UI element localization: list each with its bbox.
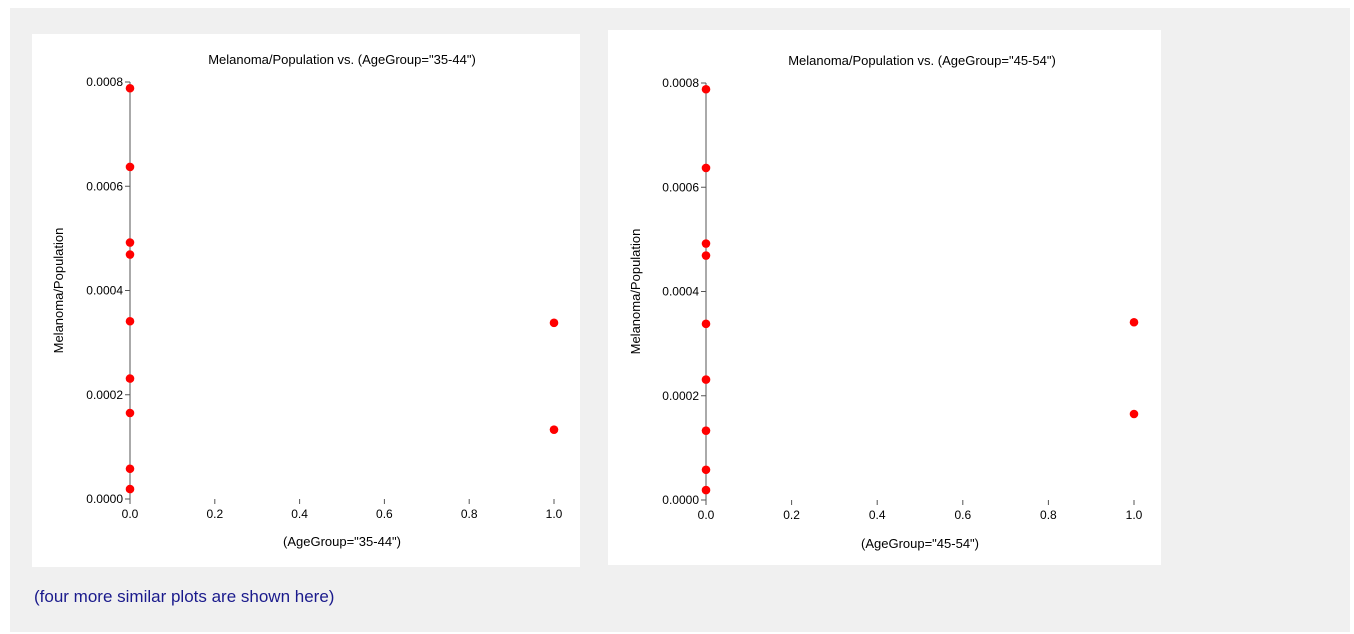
y-tick-label: 0.0002 xyxy=(662,389,699,403)
data-point xyxy=(1129,409,1139,419)
data-point xyxy=(701,319,711,329)
x-tick-label: 0.8 xyxy=(1040,508,1057,522)
y-tick-label: 0.0006 xyxy=(662,180,699,194)
data-point xyxy=(701,465,711,475)
data-point xyxy=(125,316,135,326)
x-axis-label: (AgeGroup="45-54") xyxy=(861,536,979,551)
y-tick-label: 0.0008 xyxy=(86,75,123,89)
y-tick-label: 0.0008 xyxy=(662,76,699,90)
y-tick-label: 0.0006 xyxy=(86,179,123,193)
x-axis-label: (AgeGroup="35-44") xyxy=(283,534,401,549)
data-point xyxy=(549,318,559,328)
x-tick-label: 0.2 xyxy=(783,508,800,522)
chart-title: Melanoma/Population vs. (AgeGroup="45-54… xyxy=(788,53,1056,68)
y-tick-label: 0.0000 xyxy=(662,493,699,507)
y-tick-label: 0.0004 xyxy=(662,285,699,299)
data-point xyxy=(701,84,711,94)
x-tick-label: 0.8 xyxy=(461,507,478,521)
x-tick-label: 0.6 xyxy=(376,507,393,521)
scatter-chart-45-54: Melanoma/Population vs. (AgeGroup="45-54… xyxy=(628,53,1143,551)
scatter-plot-45-54: Melanoma/Population vs. (AgeGroup="45-54… xyxy=(608,30,1161,565)
data-point xyxy=(125,162,135,172)
y-axis-label: Melanoma/Population xyxy=(51,228,66,354)
y-tick-label: 0.0002 xyxy=(86,388,123,402)
data-point xyxy=(549,425,559,434)
data-point xyxy=(701,163,711,173)
data-point xyxy=(1129,317,1139,327)
data-point xyxy=(125,83,135,93)
data-point xyxy=(701,375,711,384)
data-point xyxy=(125,464,135,474)
data-point xyxy=(125,484,135,494)
scatter-plot-35-44: Melanoma/Population vs. (AgeGroup="35-44… xyxy=(32,34,580,567)
y-tick-label: 0.0004 xyxy=(86,284,123,298)
x-tick-label: 0.2 xyxy=(206,507,223,521)
x-tick-label: 1.0 xyxy=(1126,508,1143,522)
x-tick-label: 1.0 xyxy=(546,507,563,521)
x-tick-label: 0.4 xyxy=(869,508,886,522)
data-point xyxy=(125,238,135,247)
y-tick-label: 0.0000 xyxy=(86,492,123,506)
x-tick-label: 0.6 xyxy=(954,508,971,522)
report-background: Melanoma/Population vs. (AgeGroup="35-44… xyxy=(10,8,1350,632)
data-point xyxy=(701,485,711,495)
x-tick-label: 0.4 xyxy=(291,507,308,521)
data-point xyxy=(125,408,135,418)
x-tick-label: 0.0 xyxy=(698,508,715,522)
data-point xyxy=(701,239,711,248)
scatter-chart-35-44: Melanoma/Population vs. (AgeGroup="35-44… xyxy=(51,52,563,549)
chart-title: Melanoma/Population vs. (AgeGroup="35-44… xyxy=(208,52,476,67)
data-point xyxy=(701,426,711,435)
plots-caption: (four more similar plots are shown here) xyxy=(34,587,335,606)
y-axis-label: Melanoma/Population xyxy=(628,229,643,355)
data-point xyxy=(701,251,711,260)
data-point xyxy=(125,374,135,383)
x-tick-label: 0.0 xyxy=(122,507,139,521)
data-point xyxy=(125,250,135,259)
